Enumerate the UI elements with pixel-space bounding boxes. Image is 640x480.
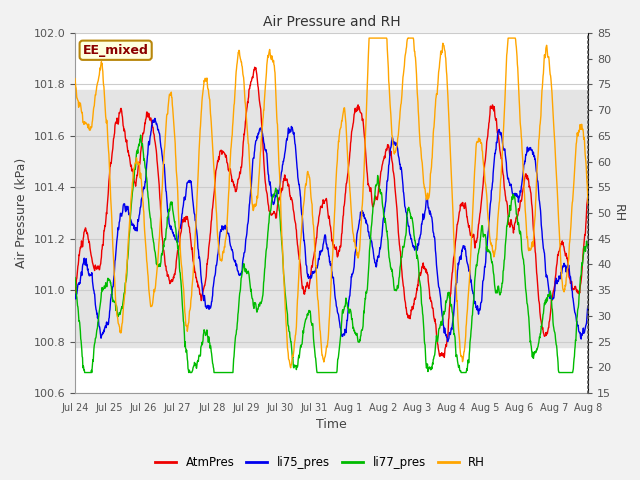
- Text: EE_mixed: EE_mixed: [83, 44, 148, 57]
- Y-axis label: Air Pressure (kPa): Air Pressure (kPa): [15, 158, 28, 268]
- X-axis label: Time: Time: [316, 419, 347, 432]
- Title: Air Pressure and RH: Air Pressure and RH: [262, 15, 400, 29]
- Y-axis label: RH: RH: [612, 204, 625, 222]
- Bar: [75, 90, 588, 347]
- Legend: AtmPres, li75_pres, li77_pres, RH: AtmPres, li75_pres, li77_pres, RH: [150, 452, 490, 474]
